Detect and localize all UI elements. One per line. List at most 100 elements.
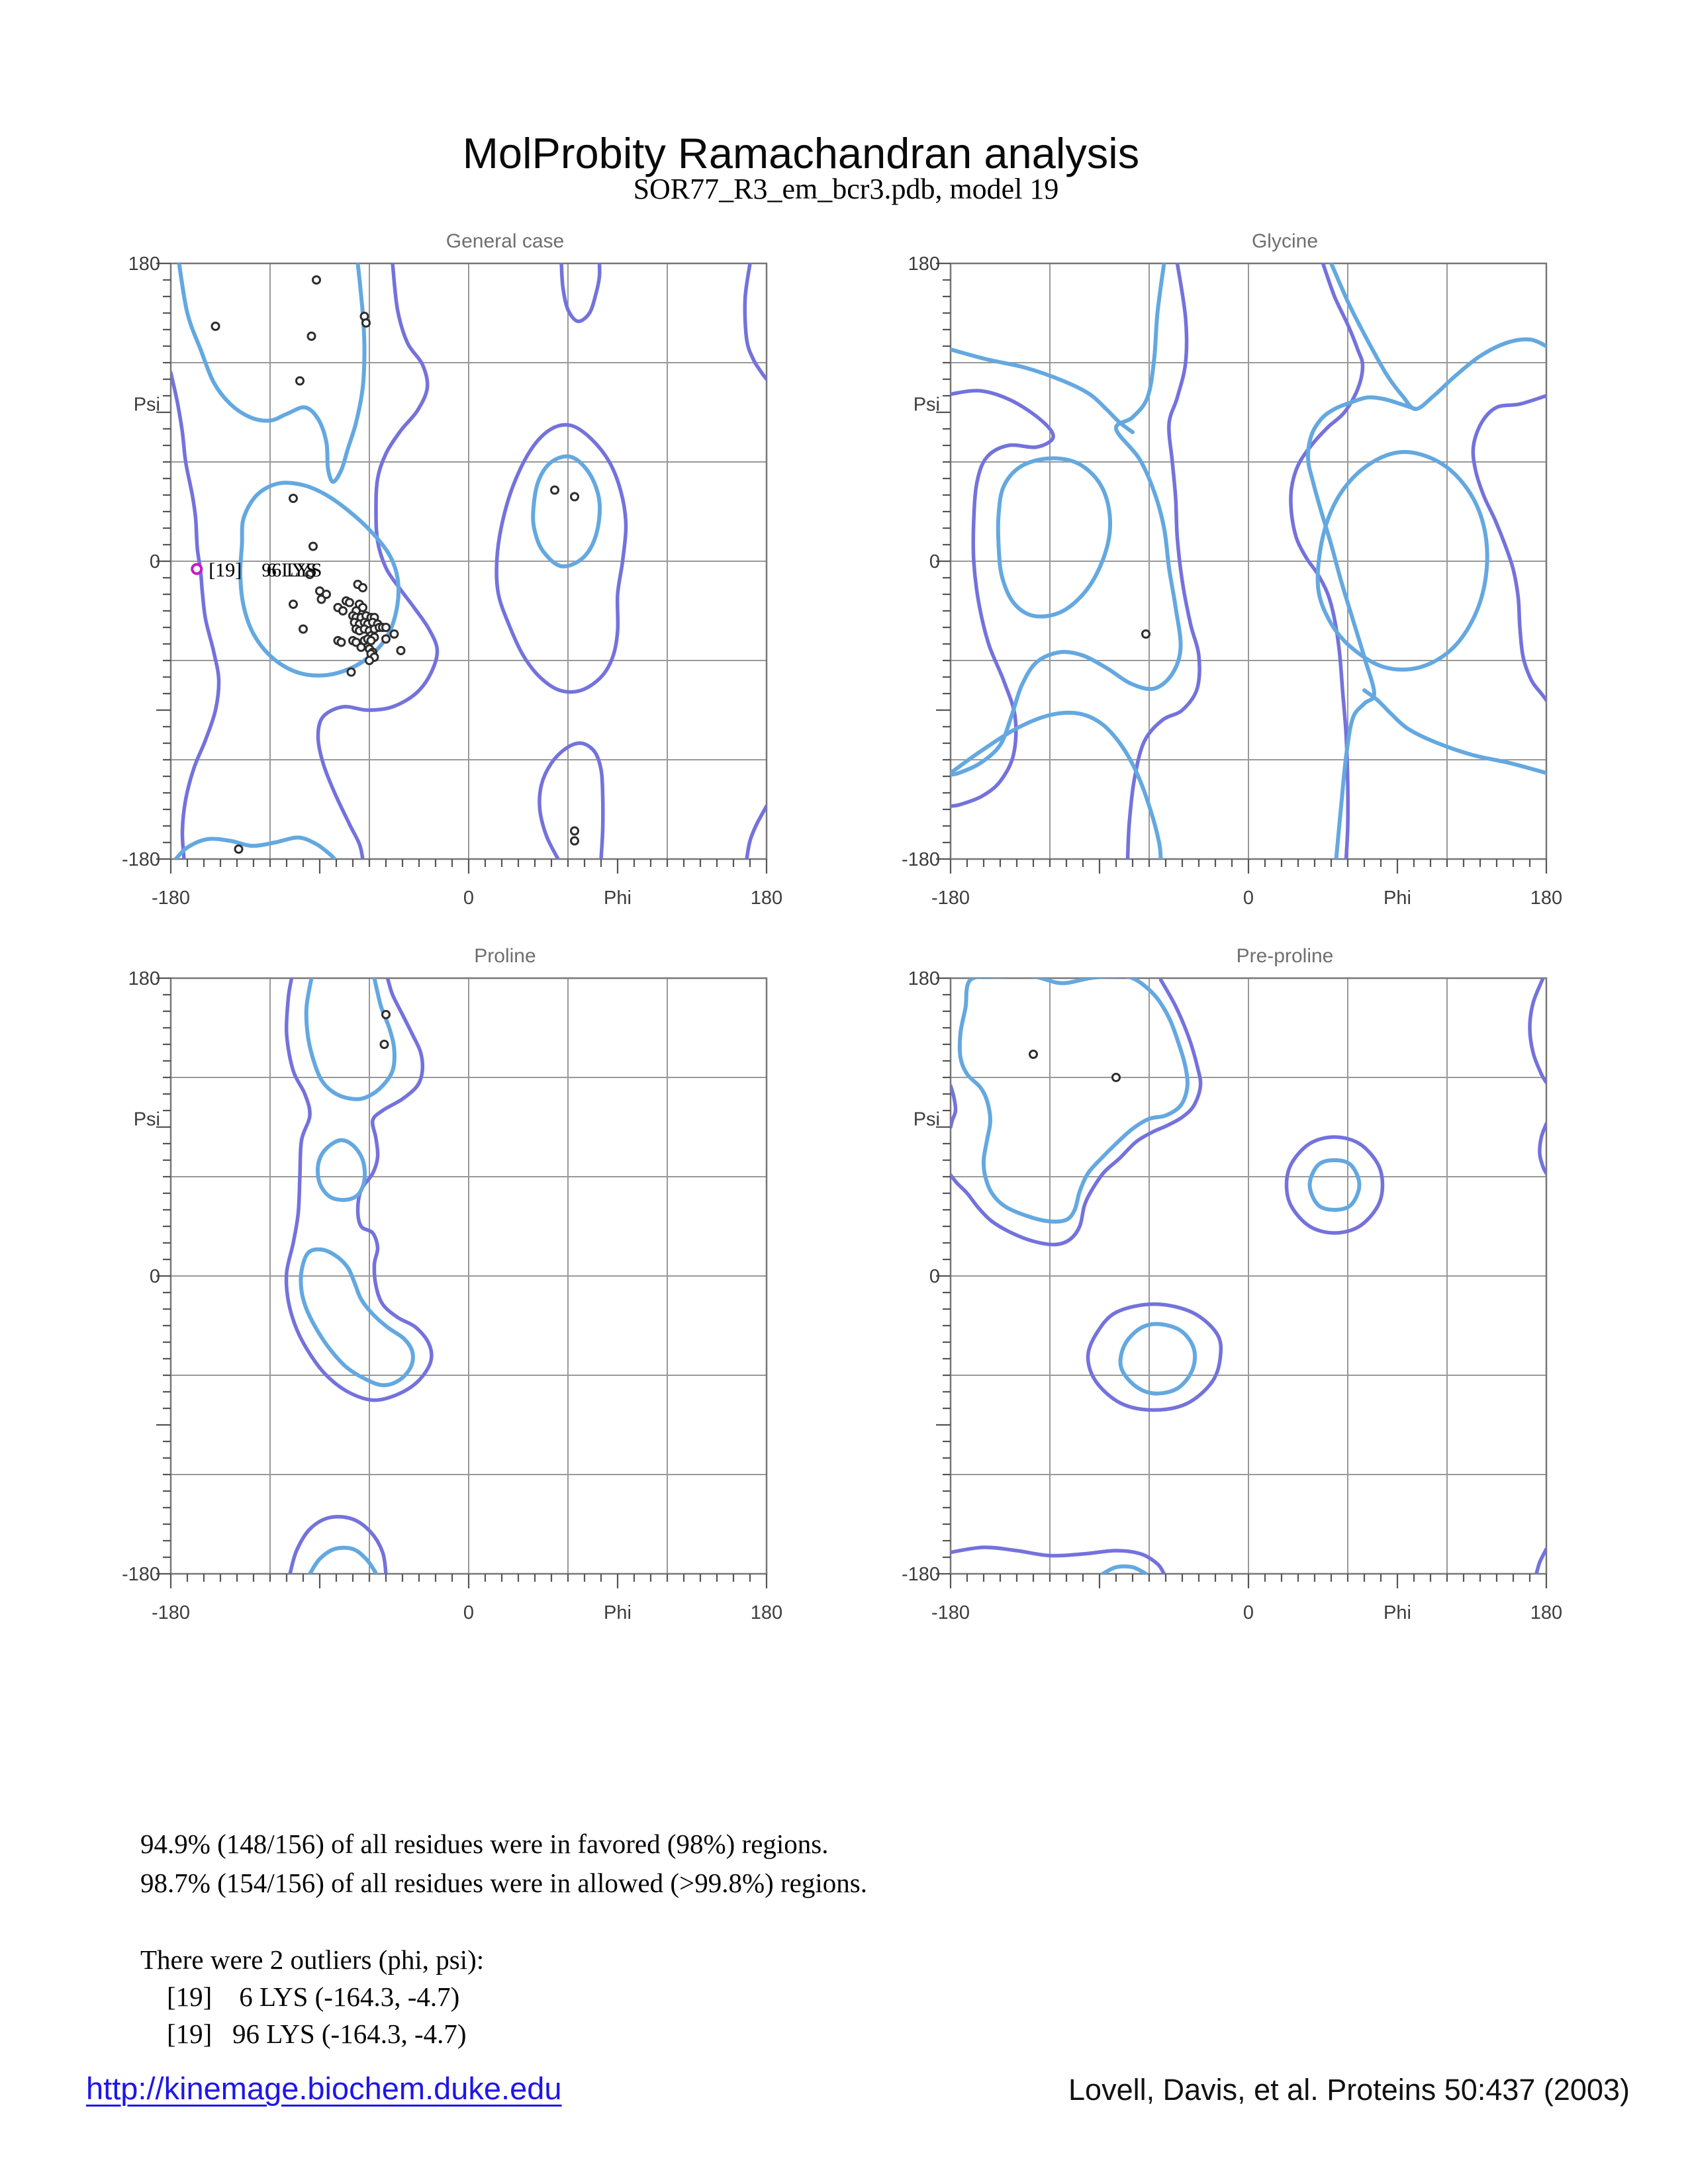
allowed-contour bbox=[1534, 1547, 1546, 1574]
allowed-contour bbox=[559, 263, 602, 324]
allowed-contour bbox=[1538, 1122, 1546, 1175]
plot-glycine: 180 Psi 0 -180 -180 0 Phi 180 Glycine bbox=[878, 224, 1579, 909]
axis-tick-label: -180 bbox=[122, 849, 160, 870]
axis-tick-label: 0 bbox=[929, 551, 940, 572]
axis-tick-label: 0 bbox=[150, 1266, 160, 1287]
outlier-label: [19] 6 LYS bbox=[209, 559, 317, 581]
favored-contour bbox=[1307, 1158, 1362, 1212]
data-point bbox=[211, 322, 220, 331]
allowed-contour bbox=[743, 263, 767, 381]
ramachandran-plot-proline: 180 Psi 0 -180 -180 0 Phi 180 Proline bbox=[122, 945, 782, 1623]
data-point bbox=[312, 275, 321, 285]
plot-title: Glycine bbox=[1252, 230, 1318, 252]
axis-tick-label: 180 bbox=[128, 253, 160, 275]
data-point bbox=[381, 1010, 391, 1019]
data-point bbox=[365, 656, 374, 665]
plot-general-case: [19] 6 LYS [19] 96 LYS 180 Psi 0 -180 -180 0 Phi… bbox=[98, 224, 800, 909]
axis-tick-label: -180 bbox=[902, 1564, 940, 1585]
page-title: MolProbity Ramachandran analysis bbox=[462, 128, 1140, 177]
data-point bbox=[308, 541, 318, 551]
axis-name-psi: Psi bbox=[914, 1109, 940, 1130]
allowed-contour bbox=[951, 1545, 1166, 1574]
favored-contour bbox=[531, 454, 602, 569]
data-point bbox=[1111, 1073, 1121, 1082]
data-point bbox=[570, 492, 579, 502]
allowed-contour bbox=[494, 423, 628, 694]
outlier-row: [19] 96 LYS (-164.3, -4.7) bbox=[167, 2019, 467, 2049]
allowed-contour bbox=[951, 388, 1055, 808]
allowed-contour bbox=[1086, 1302, 1223, 1412]
axis-tick-label: -180 bbox=[152, 1602, 190, 1620]
data-point bbox=[299, 624, 308, 634]
footer-link[interactable]: http://kinemage.biochem.duke.edu bbox=[86, 2071, 562, 2106]
data-point bbox=[295, 376, 305, 386]
data-point bbox=[358, 603, 367, 612]
data-point bbox=[381, 634, 391, 644]
axis-tick-label: 0 bbox=[150, 551, 160, 572]
axis-tick-label: 180 bbox=[128, 968, 160, 989]
favored-contour bbox=[957, 978, 1190, 1224]
allowed-contour bbox=[1125, 263, 1201, 859]
favored-contour bbox=[173, 835, 337, 859]
allowed-contour bbox=[288, 1514, 388, 1574]
allowed-contour bbox=[951, 978, 1203, 1247]
plot-pre-proline: 180 Psi 0 -180 -180 0 Phi 180 Pre-proline bbox=[878, 938, 1579, 1623]
data-point bbox=[550, 485, 559, 495]
footer-citation: Lovell, Davis, et al. Proteins 50:437 (2… bbox=[1068, 2073, 1630, 2107]
favored-contour bbox=[315, 1138, 367, 1203]
plot-proline: 180 Psi 0 -180 -180 0 Phi 180 Proline bbox=[98, 938, 800, 1623]
favored-contour bbox=[308, 1545, 378, 1574]
plot-title: Proline bbox=[474, 945, 536, 967]
axis-tick-label: 180 bbox=[1530, 1602, 1562, 1620]
ramachandran-plot-general-case: [19] 6 LYS[19] 96 LYS 180 Psi 0 -180 -180 0 Phi… bbox=[122, 230, 782, 909]
allowed-contour bbox=[1289, 263, 1365, 859]
favored-contour bbox=[1329, 263, 1546, 411]
outlier-row: [19] 6 LYS (-164.3, -4.7) bbox=[167, 1981, 460, 2012]
outlier-point bbox=[191, 563, 203, 575]
axis-tick-label: 180 bbox=[908, 968, 940, 989]
outlier-label: [19] 96 LYS bbox=[209, 559, 322, 581]
data-point bbox=[379, 1040, 389, 1049]
data-point bbox=[366, 636, 376, 645]
plot-title: Pre-proline bbox=[1237, 945, 1334, 967]
favored-contour bbox=[951, 347, 1135, 434]
axis-tick-label: 180 bbox=[908, 253, 940, 275]
axis-name-phi: Phi bbox=[1383, 887, 1411, 905]
axis-tick-label: 0 bbox=[463, 1602, 474, 1620]
favored-contour bbox=[1315, 449, 1489, 672]
axis-name-phi: Phi bbox=[1383, 1602, 1411, 1620]
allowed-contour bbox=[745, 804, 767, 859]
data-point bbox=[396, 646, 406, 655]
data-point bbox=[389, 629, 399, 639]
favored-contour bbox=[951, 710, 1163, 859]
allowed-contour bbox=[316, 263, 440, 859]
favored-contour bbox=[951, 263, 1183, 777]
allowed-contour bbox=[171, 371, 221, 859]
ramachandran-plot-pre-proline: 180 Psi 0 -180 -180 0 Phi 180 Pre-proline bbox=[902, 945, 1562, 1623]
axis-name-psi: Psi bbox=[914, 394, 940, 416]
allowed-contour bbox=[951, 1083, 958, 1129]
axis-name-psi: Psi bbox=[134, 1109, 160, 1130]
data-point bbox=[289, 494, 298, 503]
allowed-contour bbox=[1528, 978, 1546, 1085]
axis-name-psi: Psi bbox=[134, 394, 160, 416]
axis-tick-label: 0 bbox=[463, 887, 474, 905]
summary-favored-line: 94.9% (148/156) of all residues were in … bbox=[140, 1829, 829, 1859]
data-point bbox=[234, 844, 244, 854]
data-point bbox=[381, 623, 391, 632]
data-point bbox=[346, 667, 356, 677]
allowed-contour bbox=[1284, 1135, 1385, 1235]
favored-contour bbox=[304, 978, 397, 1101]
axis-tick-label: 180 bbox=[1530, 887, 1562, 905]
axis-tick-label: 0 bbox=[1243, 887, 1254, 905]
summary-allowed-line: 98.7% (154/156) of all residues were in … bbox=[140, 1868, 867, 1898]
data-point bbox=[361, 318, 371, 328]
axis-tick-label: -180 bbox=[931, 887, 970, 905]
data-point bbox=[306, 332, 316, 341]
axis-tick-label: 0 bbox=[1243, 1602, 1254, 1620]
page-subtitle: SOR77_R3_em_bcr3.pdb, model 19 bbox=[633, 173, 1059, 205]
data-point bbox=[358, 583, 367, 592]
axis-tick-label: 180 bbox=[751, 887, 782, 905]
favored-contour bbox=[1362, 688, 1546, 775]
